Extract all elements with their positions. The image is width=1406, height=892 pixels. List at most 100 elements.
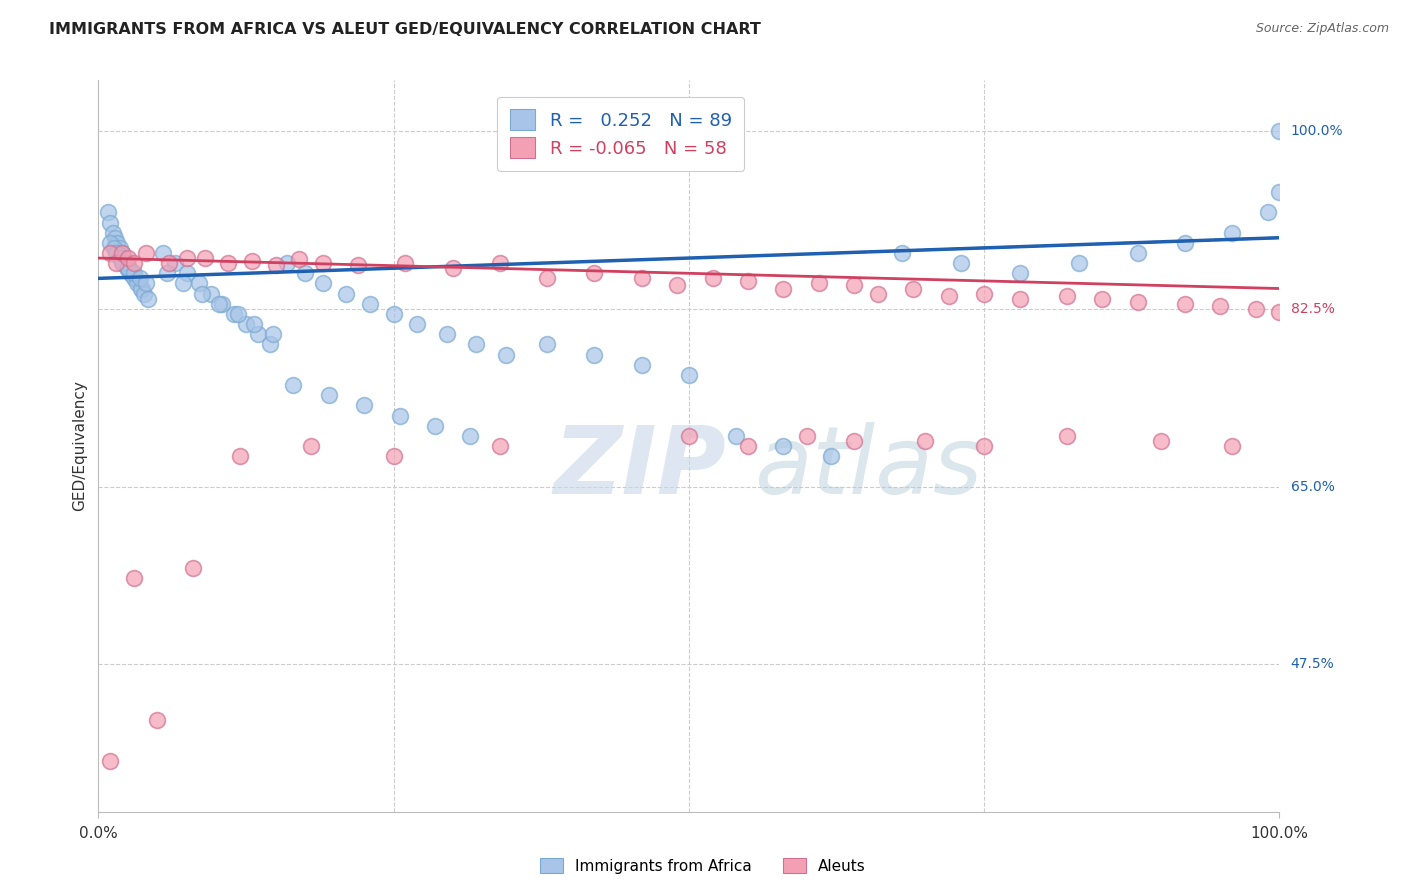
- Point: [938, 288, 960, 302]
- Point: [105, 235, 128, 250]
- Point: [111, 256, 134, 270]
- Point: [108, 241, 131, 255]
- Point: [211, 297, 233, 311]
- Point: [262, 327, 284, 342]
- Point: [1220, 439, 1243, 453]
- Point: [465, 337, 488, 351]
- Point: [172, 277, 194, 291]
- Point: [536, 271, 558, 285]
- Point: [134, 286, 156, 301]
- Point: [246, 327, 269, 342]
- Point: [283, 378, 305, 392]
- Text: Source: ZipAtlas.com: Source: ZipAtlas.com: [1256, 22, 1389, 36]
- Point: [1067, 256, 1090, 270]
- Point: [1008, 292, 1031, 306]
- Y-axis label: GED/Equivalency: GED/Equivalency: [72, 381, 87, 511]
- Point: [666, 278, 689, 293]
- Legend: Immigrants from Africa, Aleuts: Immigrants from Africa, Aleuts: [534, 852, 872, 880]
- Point: [127, 277, 149, 291]
- Point: [111, 246, 134, 260]
- Point: [124, 271, 146, 285]
- Point: [98, 215, 121, 229]
- Point: [224, 307, 246, 321]
- Point: [165, 256, 187, 270]
- Point: [226, 307, 249, 321]
- Point: [1056, 288, 1078, 302]
- Point: [1150, 434, 1173, 448]
- Point: [495, 347, 517, 362]
- Point: [312, 277, 335, 291]
- Point: [208, 297, 231, 311]
- Point: [382, 307, 405, 321]
- Text: IMMIGRANTS FROM AFRICA VS ALEUT GED/EQUIVALENCY CORRELATION CHART: IMMIGRANTS FROM AFRICA VS ALEUT GED/EQUI…: [49, 22, 761, 37]
- Point: [436, 327, 458, 342]
- Point: [583, 266, 606, 280]
- Point: [382, 449, 405, 463]
- Point: [156, 266, 179, 280]
- Point: [110, 251, 132, 265]
- Point: [335, 286, 357, 301]
- Point: [98, 246, 121, 260]
- Point: [98, 235, 121, 250]
- Point: [121, 266, 143, 280]
- Point: [1126, 294, 1149, 309]
- Point: [122, 571, 145, 585]
- Point: [914, 434, 936, 448]
- Point: [1257, 205, 1279, 219]
- Point: [176, 266, 198, 280]
- Point: [299, 439, 322, 453]
- Point: [135, 277, 157, 291]
- Point: [890, 246, 912, 260]
- Point: [115, 256, 138, 270]
- Point: [122, 256, 145, 270]
- Point: [903, 281, 925, 295]
- Point: [1126, 246, 1149, 260]
- Point: [388, 409, 411, 423]
- Point: [347, 258, 370, 272]
- Point: [259, 337, 281, 351]
- Point: [118, 261, 141, 276]
- Text: 100.0%: 100.0%: [1291, 124, 1343, 138]
- Point: [866, 286, 889, 301]
- Point: [187, 277, 209, 291]
- Point: [97, 205, 120, 219]
- Point: [117, 261, 139, 276]
- Legend: R =   0.252   N = 89, R = -0.065   N = 58: R = 0.252 N = 89, R = -0.065 N = 58: [498, 96, 744, 171]
- Point: [108, 251, 131, 265]
- Point: [1220, 226, 1243, 240]
- Point: [359, 297, 381, 311]
- Point: [240, 254, 263, 268]
- Point: [115, 261, 138, 276]
- Point: [423, 418, 446, 433]
- Point: [103, 241, 125, 255]
- Point: [489, 256, 512, 270]
- Point: [111, 246, 134, 260]
- Point: [157, 256, 180, 270]
- Point: [112, 256, 135, 270]
- Point: [796, 429, 818, 443]
- Text: 82.5%: 82.5%: [1291, 301, 1334, 316]
- Point: [101, 226, 124, 240]
- Point: [536, 337, 558, 351]
- Point: [353, 398, 375, 412]
- Point: [122, 266, 145, 280]
- Point: [406, 317, 429, 331]
- Point: [1056, 429, 1078, 443]
- Point: [152, 246, 174, 260]
- Point: [98, 754, 121, 768]
- Point: [176, 251, 198, 265]
- Point: [146, 714, 169, 728]
- Text: ZIP: ZIP: [553, 422, 725, 514]
- Point: [294, 266, 316, 280]
- Point: [276, 256, 298, 270]
- Point: [820, 449, 842, 463]
- Point: [128, 277, 150, 291]
- Point: [678, 429, 700, 443]
- Point: [129, 281, 152, 295]
- Point: [122, 271, 145, 285]
- Point: [1174, 297, 1197, 311]
- Point: [737, 439, 759, 453]
- Text: 65.0%: 65.0%: [1291, 480, 1334, 493]
- Point: [441, 261, 464, 276]
- Point: [191, 286, 214, 301]
